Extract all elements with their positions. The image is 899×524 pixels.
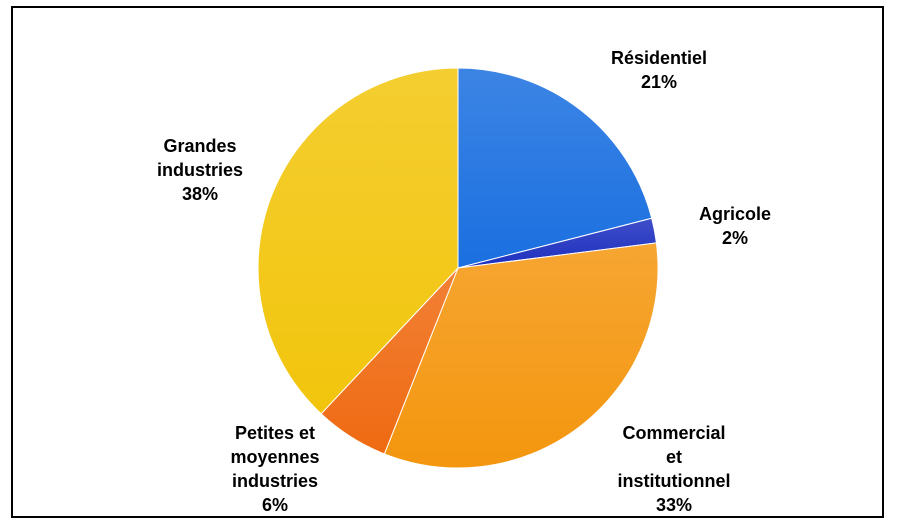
slice-label-percent: 38% [181, 184, 219, 204]
slice-label-text: Commercial [622, 423, 726, 443]
slice-label-pmi: Petites et moyennes industries 6% [230, 421, 320, 516]
slice-label-grandes: Grandes industries 38% [157, 134, 243, 206]
slice-label-residentiel: Résidentiel 21% [611, 46, 707, 94]
slice-label-percent: 2% [721, 228, 748, 248]
slice-label-percent: 6% [261, 495, 289, 515]
slice-label-text: Grandes [163, 136, 237, 156]
slice-label-text: Agricole [698, 204, 772, 224]
slice-label-percent: 33% [655, 495, 693, 515]
slice-label-text: industries [231, 471, 319, 491]
slice-label-text: institutionnel [617, 471, 731, 491]
slice-label-text: et [665, 447, 683, 467]
slice-label-agricole: Agricole 2% [699, 202, 771, 250]
pie-chart [257, 67, 659, 469]
slice-residentiel [457, 67, 653, 269]
slice-label-percent: 21% [640, 72, 678, 92]
slice-grandes [257, 67, 459, 415]
chart-frame: Résidentiel 21% Agricole 2% Commercial e… [11, 6, 884, 518]
slice-label-text: Petites et [234, 423, 316, 443]
slice-label-text: moyennes [230, 447, 320, 467]
slice-label-text: industries [156, 160, 244, 180]
slice-label-commercial: Commercial et institutionnel 33% [617, 421, 731, 516]
slice-label-text: Résidentiel [610, 48, 708, 68]
slice-commercial [383, 242, 659, 469]
